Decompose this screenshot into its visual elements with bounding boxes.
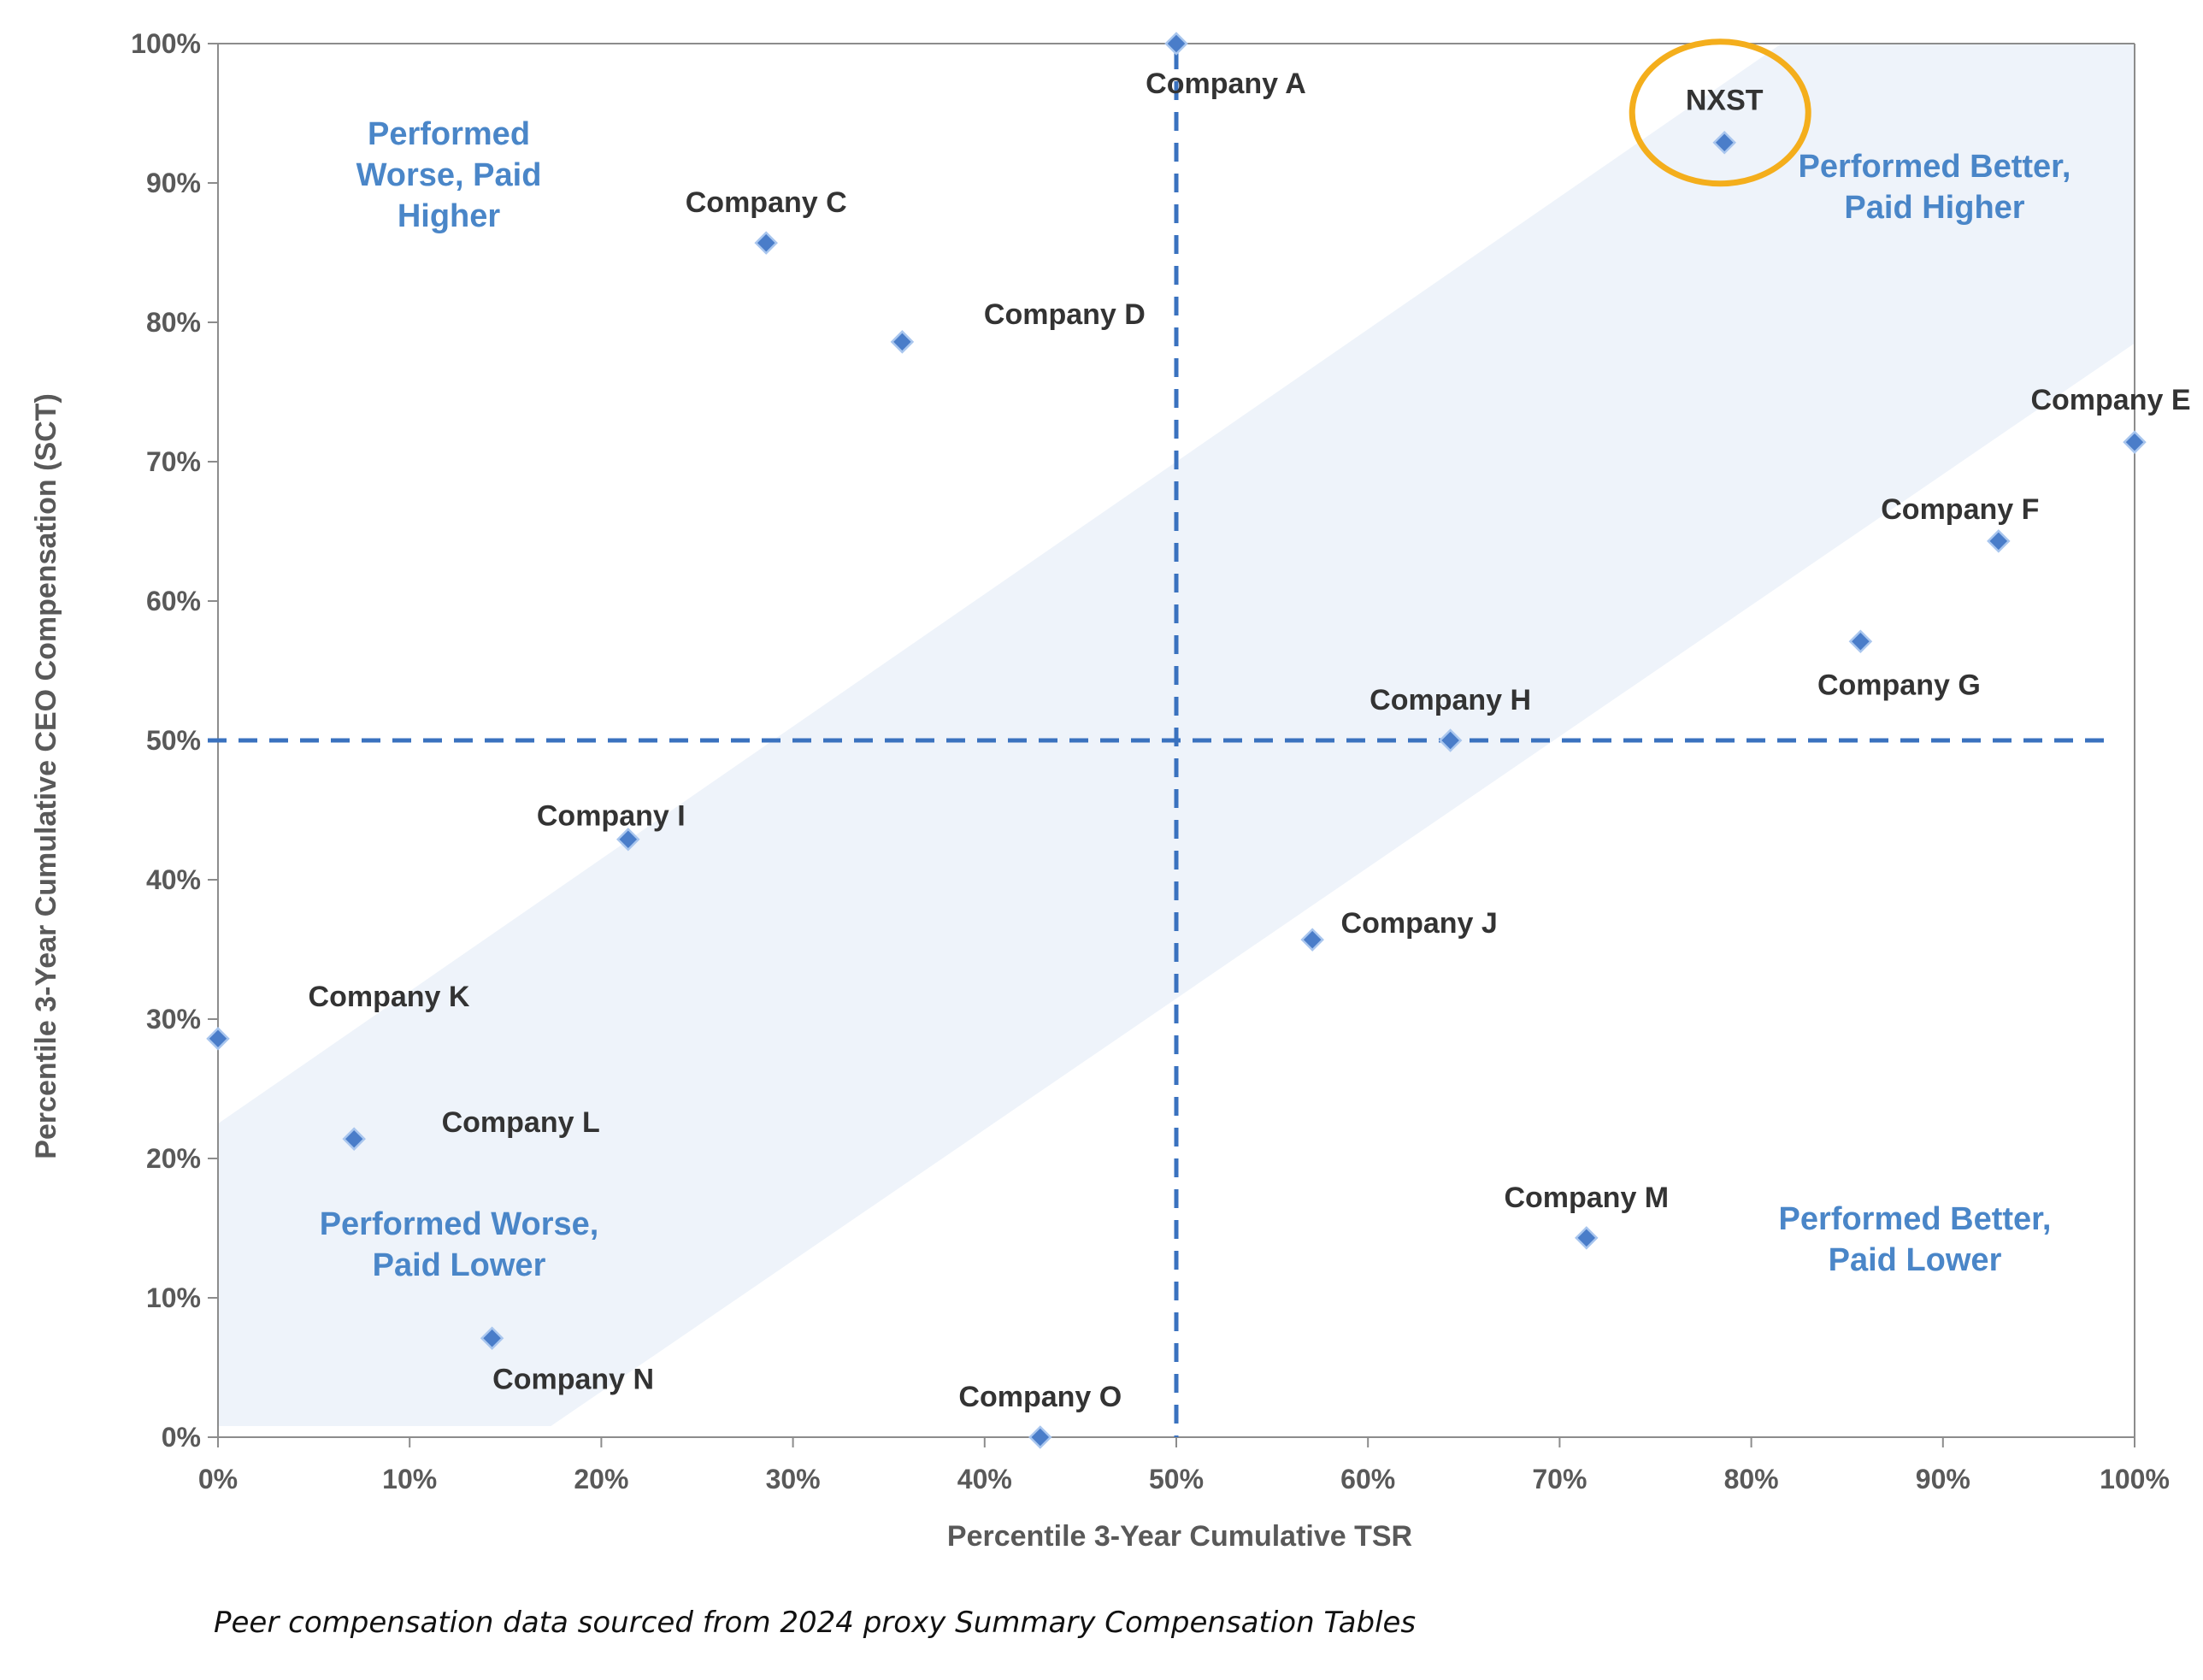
point-company-g — [1848, 629, 1873, 654]
quadrant-label-line: Performed Better, — [1799, 149, 2071, 185]
x-tick-label: 0% — [198, 1464, 238, 1494]
highlight-ring — [1629, 38, 1811, 187]
y-tick-label: 0% — [162, 1422, 201, 1453]
y-tick-label: 100% — [131, 28, 201, 59]
label-company-e: Company E — [2030, 384, 2190, 416]
quadrant-label-line: Performed — [368, 116, 530, 152]
x-tick-label: 40% — [957, 1464, 1012, 1494]
point-company-c — [754, 231, 778, 255]
point-company-m — [1575, 1226, 1599, 1250]
point-company-n — [480, 1326, 504, 1351]
quadrant-label-line: Performed Worse, — [320, 1206, 599, 1242]
label-company-j: Company J — [1341, 907, 1498, 940]
x-tick-label: 30% — [766, 1464, 821, 1494]
point-nxst — [1712, 130, 1736, 155]
quadrant-label-better-higher: Performed Better, Paid Higher — [1799, 149, 2071, 226]
x-tick-label: 70% — [1532, 1464, 1587, 1494]
label-company-m: Company M — [1504, 1182, 1669, 1214]
data-points — [206, 32, 2147, 1449]
x-tick-label: 20% — [574, 1464, 628, 1494]
quadrant-label-line: Performed Better, — [1779, 1201, 2052, 1237]
quadrant-label-line: Worse, Paid — [356, 157, 542, 193]
y-tick-label: 40% — [146, 864, 201, 895]
point-company-k — [206, 1027, 230, 1051]
point-company-h — [1438, 728, 1463, 752]
y-tick-label: 80% — [146, 307, 201, 338]
point-company-j — [1300, 928, 1324, 952]
y-tick-label: 20% — [146, 1143, 201, 1174]
quadrant-label-worse-higher: Performed Worse, Paid Higher — [356, 116, 542, 234]
point-company-e — [2123, 430, 2147, 454]
label-company-l: Company L — [442, 1106, 600, 1139]
x-tick-label: 90% — [1916, 1464, 1970, 1494]
quadrant-label-line: Paid Lower — [373, 1247, 546, 1283]
x-tick-label: 60% — [1340, 1464, 1395, 1494]
label-company-n: Company N — [492, 1363, 654, 1395]
footnote: Peer compensation data sourced from 2024… — [214, 1606, 1417, 1640]
x-tick-label: 50% — [1149, 1464, 1204, 1494]
y-axis-title: Percentile 3-Year Cumulative CEO Compens… — [30, 393, 62, 1159]
label-company-g: Company G — [1817, 669, 1981, 701]
point-company-o — [1028, 1425, 1052, 1449]
y-tick-label: 70% — [146, 446, 201, 477]
reference-lines — [208, 50, 2109, 1437]
label-company-h: Company H — [1370, 684, 1531, 716]
x-axis-title: Percentile 3-Year Cumulative TSR — [947, 1520, 1412, 1553]
point-labels: Company A NXST Company C Company D Company E… — [309, 68, 2191, 1413]
y-tick-label: 50% — [146, 725, 201, 756]
label-company-f: Company F — [1881, 493, 2039, 526]
label-company-i: Company I — [537, 800, 686, 833]
label-company-k: Company K — [309, 981, 470, 1013]
point-company-d — [890, 330, 915, 354]
y-tick-label: 30% — [146, 1004, 201, 1035]
tick-labels: 0% 10% 20% 30% 40% 50% 60% 70% 80% 90% 100% 0% 10% 20… — [131, 28, 2170, 1494]
quadrant-label-worse-lower: Performed Worse, Paid Lower — [320, 1206, 599, 1283]
quadrant-label-line: Higher — [398, 198, 501, 234]
quadrant-labels: Performed Worse, Paid Higher Performed Bett… — [320, 116, 2071, 1283]
y-tick-label: 60% — [146, 586, 201, 616]
point-company-f — [1987, 529, 2011, 553]
y-tick-label: 10% — [146, 1282, 201, 1313]
label-nxst: NXST — [1686, 85, 1764, 117]
label-company-d: Company D — [984, 298, 1146, 331]
y-tick-label: 90% — [146, 168, 201, 198]
quadrant-label-better-lower: Performed Better, Paid Lower — [1779, 1201, 2052, 1278]
label-company-c: Company C — [686, 186, 847, 219]
x-tick-label: 100% — [2100, 1464, 2170, 1494]
label-company-o: Company O — [958, 1381, 1122, 1413]
quadrant-label-line: Paid Higher — [1844, 190, 2024, 226]
x-tick-label: 80% — [1724, 1464, 1779, 1494]
point-company-l — [342, 1127, 366, 1151]
point-company-i — [616, 827, 640, 852]
point-company-a — [1164, 32, 1188, 56]
label-company-a: Company A — [1146, 68, 1306, 100]
x-tick-label: 10% — [382, 1464, 437, 1494]
quadrant-label-line: Paid Lower — [1829, 1242, 2002, 1278]
